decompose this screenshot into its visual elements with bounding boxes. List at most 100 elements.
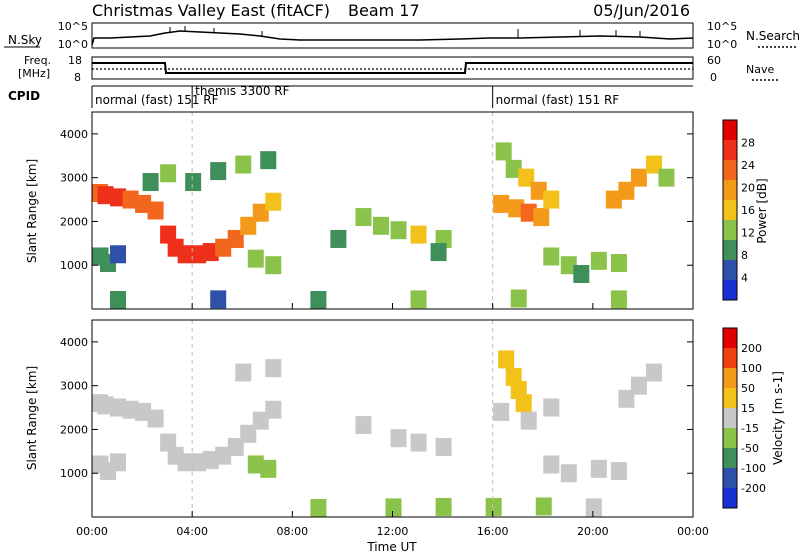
heatmap-cell [385,498,402,517]
colorbar-frame [722,327,738,509]
y-tick-label: 1000 [60,259,88,272]
heatmap-cell [227,229,244,248]
heatmap-cell [590,459,607,478]
freq-panel: Freq. [MHz] 18 8 60 0 Nave [18,54,780,84]
heatmap-cell [372,216,389,235]
heatmap-cell [510,289,527,308]
heatmap-cell [260,151,277,170]
nsearch-label: N.Search [746,29,800,43]
heatmap-cell [122,190,139,209]
heatmap-cell [110,188,127,207]
colorbar-tick-label: 200 [741,342,762,355]
heatmap-cell [310,499,327,517]
colorbar-segment [723,448,737,468]
heatmap-cell [97,186,114,205]
heatmap-cell [410,225,427,244]
x-tick-label: 00:00 [677,525,709,538]
heatmap-cell [240,216,257,235]
heatmap-cell [97,396,114,415]
freq-label: Freq. [24,54,51,67]
heatmap-cell [210,162,227,181]
colorbar-tick-label: 24 [741,159,755,172]
heatmap-cell [485,497,502,516]
heatmap-cell [605,190,622,209]
heatmap-cell [160,164,177,183]
colorbar-segment [723,160,737,180]
heatmap-cell [508,199,525,218]
heatmap-cell [147,409,164,428]
nsky-panel: N.Sky 10^5 10^0 10^5 10^0 N.Search [4,20,800,51]
colorbar-tick-label: 4 [741,272,748,285]
y-tick-label: 3000 [60,380,88,393]
heatmap-cell [535,497,552,516]
heatmap-cell [543,190,560,209]
colorbar-segment [723,428,737,448]
x-tick-label: 08:00 [276,525,308,538]
nsky-tick-hi: 10^5 [58,20,88,33]
x-tick-label: 20:00 [577,525,609,538]
colorbar-tick-label: -50 [741,442,759,455]
heatmap-cell [177,453,194,472]
colorbar-segment [723,200,737,220]
heatmap-cell [390,221,407,240]
power-cells [92,112,675,309]
colorbar-tick-label: 100 [741,362,762,375]
freq-tick-lo: 8 [74,71,81,84]
colorbar-segment [723,280,737,300]
heatmap-cell [265,359,282,378]
colorbar-tick-label: 20 [741,182,755,195]
y-tick-label: 3000 [60,172,88,185]
colorbar-segment [723,408,737,428]
heatmap-cell [215,238,232,257]
colorbar-tick-label: 8 [741,249,748,262]
beam-label: Beam 17 [348,1,420,20]
colorbar-tick-label: 12 [741,227,755,240]
heatmap-cell [122,400,139,419]
heatmap-cell [135,402,152,421]
heatmap-cell [142,173,159,192]
heatmap-cell [505,159,522,178]
heatmap-cell [135,194,152,213]
y-tick-label: 2000 [60,423,88,436]
cpid-segment-label: normal (fast) 151 RF [95,93,219,107]
heatmap-cell [247,455,264,474]
y-tick-label: 4000 [60,336,88,349]
colorbar-segment [723,180,737,200]
heatmap-cell [520,411,537,430]
heatmap-cell [265,192,282,211]
heatmap-cell [435,437,452,456]
heatmap-cell [630,376,647,395]
velocity-panel: 1000 2000 3000 4000 Slant Range [km] 200 100… [25,319,785,518]
freq-tick-hi: 18 [68,54,82,67]
heatmap-cell [190,453,207,472]
x-tick-label: 04:00 [176,525,208,538]
y-tick-label: 4000 [60,128,88,141]
power-ylabel: Slant Range [km] [25,159,39,263]
heatmap-cell [618,181,635,200]
heatmap-cell [560,256,577,275]
heatmap-cell [493,194,510,213]
heatmap-cell [410,433,427,452]
heatmap-cell [265,400,282,419]
heatmap-cell [252,203,269,222]
colorbar-tick-label: -100 [741,462,766,475]
colorbar-segment [723,240,737,260]
cpid-segment-label: normal (fast) 151 RF [496,93,620,107]
heatmap-cell [330,229,347,248]
heatmap-cell [110,398,127,417]
cpid-label: CPID [8,89,40,103]
velocity-cbar-label: Velocity [m s-1] [771,371,785,465]
heatmap-cell [235,363,252,382]
heatmap-cell [430,243,447,262]
heatmap-cell [543,398,560,417]
heatmap-cell [177,245,194,264]
heatmap-cell [390,429,407,448]
heatmap-cell [495,142,512,161]
heatmap-cell [265,256,282,275]
heatmap-cell [543,247,560,266]
heatmap-cell [645,155,662,174]
power-panel: 1000 2000 3000 4000 Slant Range [km] 4 8 12 16… [25,111,769,310]
colorbar-segment [723,140,737,160]
heatmap-cell [498,350,515,369]
